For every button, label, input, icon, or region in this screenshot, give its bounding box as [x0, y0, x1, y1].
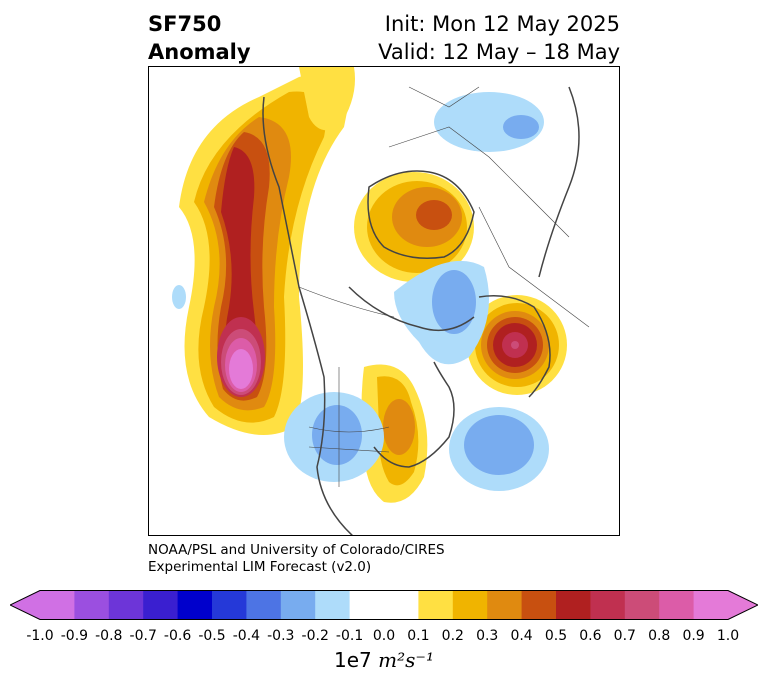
negative-anomalies	[172, 92, 549, 491]
credit-block: NOAA/PSL and University of Colorado/CIRE…	[148, 542, 445, 576]
colorbar-tick-label: 0.2	[442, 628, 464, 644]
borders	[298, 86, 590, 487]
colorbar-tick-label: 0.5	[545, 628, 567, 644]
colorbar-tick-label: 1.0	[717, 628, 739, 644]
colorbar-segment	[315, 590, 351, 620]
colorbar-tick-label: 0.0	[373, 628, 395, 644]
colorbar-segment	[108, 590, 144, 620]
colorbar-tick-label: -1.0	[26, 628, 53, 644]
colorbar-tick-label: -0.4	[233, 628, 260, 644]
pacific-positive-anomaly	[179, 69, 355, 435]
colorbar-segment	[556, 590, 591, 620]
colorbar-segment	[693, 590, 729, 620]
namerica-positive-anomaly	[361, 364, 428, 503]
colorbar-tick-label: 0.4	[510, 628, 532, 644]
title-variable: SF750	[148, 12, 222, 36]
map-panel	[148, 66, 620, 536]
credit-line-1: NOAA/PSL and University of Colorado/CIRE…	[148, 542, 445, 558]
colorbar	[10, 590, 758, 620]
colorbar-segment	[177, 590, 213, 620]
arctic-positive-anomaly	[354, 172, 474, 282]
colorbar-segment	[74, 590, 110, 620]
colorbar-tick-label: -0.9	[61, 628, 88, 644]
colorbar-outline	[10, 590, 758, 620]
coastlines	[262, 86, 580, 535]
colorbar-segment	[452, 590, 488, 620]
upper-positive-anomaly	[299, 67, 355, 131]
colorbar-segment	[384, 590, 419, 620]
forecast-dates: Init: Mon 12 May 2025 Valid: 12 May – 18…	[378, 10, 620, 66]
plot-title: SF750 Anomaly	[148, 10, 251, 66]
colorbar-segment	[624, 590, 660, 620]
anomaly-map	[172, 67, 590, 535]
colorbar-tick-label: 0.9	[682, 628, 704, 644]
colorbar-under-extension	[10, 590, 40, 620]
units-prefix: 1e7	[334, 648, 372, 672]
colorbar-over-extension	[728, 590, 758, 620]
colorbar-tick-label: -0.7	[130, 628, 157, 644]
colorbar-tick-label: 0.6	[579, 628, 601, 644]
colorbar-tick-label: -0.5	[198, 628, 225, 644]
credit-line-2: Experimental LIM Forecast (v2.0)	[148, 559, 372, 575]
colorbar-segment	[212, 590, 247, 620]
colorbar-segment	[40, 590, 75, 620]
units-expr: m²s⁻¹	[378, 648, 434, 672]
title-field: Anomaly	[148, 40, 251, 64]
colorbar-segment	[246, 590, 282, 620]
colorbar-tick-label: 0.3	[476, 628, 498, 644]
colorbar-tick-label: 0.8	[648, 628, 670, 644]
init-date: Init: Mon 12 May 2025	[384, 12, 620, 36]
colorbar-units: 1e7 m²s⁻¹	[0, 648, 768, 672]
colorbar-segment	[280, 590, 316, 620]
colorbar-tick-label: -0.3	[267, 628, 294, 644]
colorbar-tick-label: -0.8	[95, 628, 122, 644]
colorbar-segment	[487, 590, 523, 620]
colorbar-segment	[143, 590, 179, 620]
colorbar-ticks: -1.0 -0.9 -0.8 -0.7 -0.6 -0.5 -0.4 -0.3 -0.2 -0.1…	[26, 628, 739, 644]
colorbar-tick-label: 0.7	[614, 628, 636, 644]
colorbar-tick-label: -0.2	[302, 628, 329, 644]
colorbar-segment	[659, 590, 695, 620]
valid-range: Valid: 12 May – 18 May	[378, 40, 620, 64]
colorbar-tick-label: -0.6	[164, 628, 191, 644]
colorbar-tick-label: -0.1	[336, 628, 363, 644]
colorbar-segment	[590, 590, 626, 620]
colorbar-segment	[521, 590, 557, 620]
colorbar-tick-label: 0.1	[407, 628, 429, 644]
colorbar-segment	[418, 590, 454, 620]
colorbar-segment	[349, 590, 385, 620]
